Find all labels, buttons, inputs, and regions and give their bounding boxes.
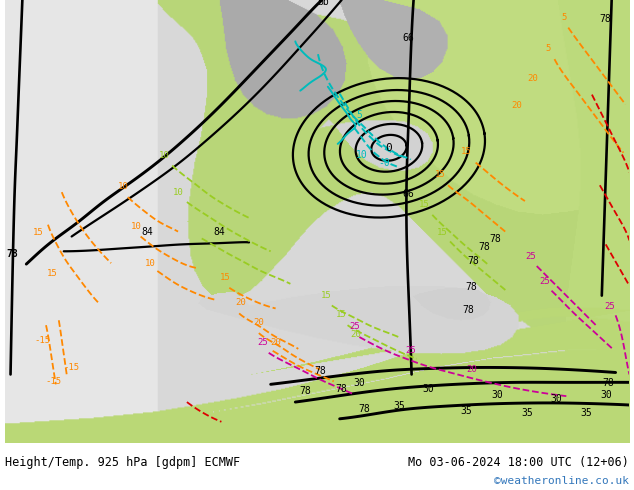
Text: 35: 35 <box>580 408 592 418</box>
Text: 78: 78 <box>603 378 614 388</box>
Text: 35: 35 <box>521 408 533 418</box>
Text: 20: 20 <box>270 338 281 347</box>
Text: 30: 30 <box>491 390 503 400</box>
Text: 25: 25 <box>526 252 536 261</box>
Text: 30: 30 <box>600 390 612 400</box>
Text: 84: 84 <box>214 226 225 237</box>
Text: 78: 78 <box>314 367 326 376</box>
Text: 25: 25 <box>540 277 550 286</box>
Text: 15: 15 <box>419 200 430 209</box>
Text: 10: 10 <box>117 182 128 191</box>
Text: 78: 78 <box>6 249 18 259</box>
Text: 25: 25 <box>349 322 360 331</box>
Text: 25: 25 <box>405 346 416 355</box>
Text: 15: 15 <box>220 273 231 282</box>
Text: 30: 30 <box>422 384 434 394</box>
Text: 66: 66 <box>403 33 415 44</box>
Text: 30: 30 <box>354 378 365 388</box>
Text: 30: 30 <box>550 394 562 404</box>
Text: 10: 10 <box>131 221 142 231</box>
Text: Height/Temp. 925 hPa [gdpm] ECMWF: Height/Temp. 925 hPa [gdpm] ECMWF <box>5 457 240 469</box>
Text: 15: 15 <box>435 171 446 179</box>
Text: 10: 10 <box>356 149 367 160</box>
Text: 0: 0 <box>385 143 392 153</box>
Text: -15: -15 <box>46 377 62 386</box>
Text: 20: 20 <box>467 365 477 373</box>
Text: 78: 78 <box>489 234 501 245</box>
Text: 15: 15 <box>33 227 44 237</box>
Text: 20: 20 <box>254 318 264 327</box>
Text: 25: 25 <box>604 302 615 312</box>
Text: 15: 15 <box>321 291 331 299</box>
Text: 35: 35 <box>460 406 472 416</box>
Text: 15: 15 <box>46 269 57 278</box>
Text: 78: 78 <box>466 282 477 292</box>
Text: bb: bb <box>317 0 329 7</box>
Text: 10: 10 <box>172 188 183 197</box>
Text: 5: 5 <box>546 44 552 53</box>
Text: 78: 78 <box>468 256 479 266</box>
Text: 20: 20 <box>236 298 247 308</box>
Text: 78: 78 <box>358 404 370 414</box>
Text: 78: 78 <box>299 386 311 396</box>
Text: 78: 78 <box>479 242 491 252</box>
Text: 15: 15 <box>460 147 471 156</box>
Text: 15: 15 <box>336 310 347 319</box>
Text: 25: 25 <box>257 338 268 347</box>
Text: -15: -15 <box>34 336 50 345</box>
Text: 20: 20 <box>350 330 361 339</box>
Text: 20: 20 <box>512 101 522 110</box>
Text: 20: 20 <box>527 74 538 83</box>
Text: ©weatheronline.co.uk: ©weatheronline.co.uk <box>494 476 629 486</box>
Text: 84: 84 <box>141 226 153 237</box>
Text: 66: 66 <box>403 189 415 199</box>
Text: 15: 15 <box>437 227 448 237</box>
Text: 10: 10 <box>145 259 156 268</box>
Text: 5: 5 <box>562 13 567 22</box>
Text: 78: 78 <box>599 14 611 24</box>
Text: 10: 10 <box>159 150 170 160</box>
Text: 5: 5 <box>356 110 362 120</box>
Text: -0: -0 <box>378 158 390 168</box>
Text: 78: 78 <box>336 384 347 394</box>
Text: -15: -15 <box>63 363 80 371</box>
Text: Mo 03-06-2024 18:00 UTC (12+06): Mo 03-06-2024 18:00 UTC (12+06) <box>408 457 629 469</box>
Text: 78: 78 <box>462 305 474 316</box>
Text: 35: 35 <box>393 401 404 411</box>
